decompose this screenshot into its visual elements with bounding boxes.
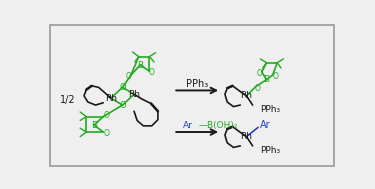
Text: O: O xyxy=(256,69,262,78)
Text: O: O xyxy=(149,68,155,77)
Text: Rh: Rh xyxy=(105,94,117,103)
Text: Ar: Ar xyxy=(260,120,270,130)
Text: 1/2: 1/2 xyxy=(60,95,76,105)
Text: —B(OH)₂: —B(OH)₂ xyxy=(199,121,238,130)
Text: B: B xyxy=(91,121,97,130)
Text: Rh: Rh xyxy=(128,90,140,99)
Text: O: O xyxy=(104,129,109,138)
Text: PPh₃: PPh₃ xyxy=(260,146,280,155)
Text: B: B xyxy=(137,60,143,70)
Text: O: O xyxy=(273,72,279,81)
Text: O: O xyxy=(126,72,132,81)
Text: O: O xyxy=(254,84,260,93)
Text: PPh₃: PPh₃ xyxy=(260,105,280,114)
Text: PPh₃: PPh₃ xyxy=(186,78,209,88)
Text: Rh: Rh xyxy=(240,132,252,141)
Text: O: O xyxy=(104,111,109,120)
FancyBboxPatch shape xyxy=(50,25,334,166)
Text: Ar: Ar xyxy=(183,121,192,130)
Text: O: O xyxy=(119,83,126,92)
Text: Rh: Rh xyxy=(240,91,252,100)
Text: O: O xyxy=(119,101,126,110)
Text: B: B xyxy=(263,75,270,84)
